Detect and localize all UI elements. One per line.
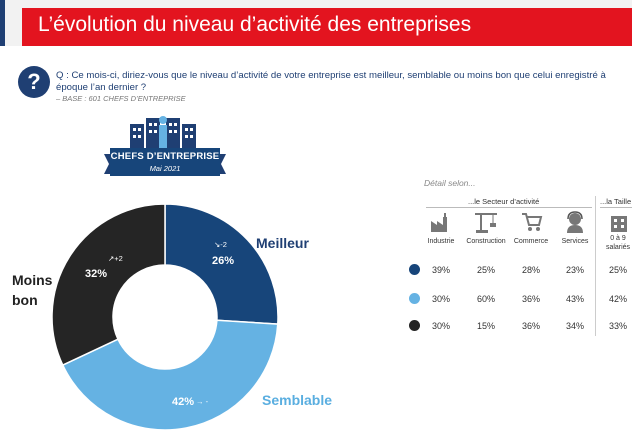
group-size-line	[600, 207, 632, 208]
row-dot-semblable	[409, 293, 420, 304]
label-semblable: Semblable	[262, 392, 333, 408]
column-services: Services	[561, 238, 589, 245]
evolution-moins-bon: ↗+2	[108, 254, 123, 263]
label-moins-bon-line1: Moins	[12, 272, 53, 288]
badge-label: CHEFS D’ENTREPRISE	[110, 151, 220, 162]
cell-moins-bon-commerce: 36%	[521, 321, 540, 331]
cell-moins-bon-services: 34%	[565, 321, 584, 331]
column-size: 0 à 9 salariés	[603, 234, 632, 252]
cell-moins-bon-construction: 15%	[476, 321, 495, 331]
cell-meilleur-construction: 25%	[476, 265, 495, 275]
group-size-label: ...la Taille	[600, 197, 632, 206]
evolution-meilleur-value: -2	[220, 240, 227, 249]
cell-meilleur-industrie: 39%	[431, 265, 450, 275]
small-company-icon	[611, 216, 627, 232]
header-accent	[0, 0, 5, 46]
label-moins-bon: Moins bon	[12, 270, 52, 310]
question-icon: ?	[18, 66, 50, 98]
detail-title: Détail selon...	[424, 178, 476, 188]
badge-date: Mai 2021	[149, 164, 181, 173]
evolution-semblable-value: -	[205, 397, 209, 406]
group-sector-line	[426, 207, 592, 208]
table-separator	[595, 196, 596, 336]
column-construction: Construction	[466, 238, 506, 245]
evolution-semblable: → -	[196, 397, 209, 406]
slice-meilleur	[164, 203, 279, 325]
slice-semblable	[61, 319, 279, 431]
business-people-icon	[130, 116, 196, 148]
group-sector-label: ...le Secteur d’activité	[468, 197, 540, 206]
cell-moins-bon-size: 33%	[608, 321, 627, 331]
row-dot-moins-bon	[409, 320, 420, 331]
page-title: L’évolution du niveau d’activité des ent…	[38, 13, 472, 36]
evolution-meilleur: ↘-2	[214, 240, 227, 249]
cell-meilleur-services: 23%	[565, 265, 584, 275]
evolution-moins-bon-value: +2	[114, 254, 123, 263]
title-bar	[22, 8, 632, 46]
cell-semblable-commerce: 36%	[521, 294, 540, 304]
column-size-line1: 0 à 9	[610, 235, 626, 242]
value-moins-bon: 32%	[85, 268, 108, 280]
construction-crane-icon	[475, 213, 497, 233]
badge-ribbon	[104, 148, 226, 176]
cell-semblable-size: 42%	[608, 294, 627, 304]
shopping-cart-icon	[522, 213, 543, 231]
cell-semblable-industrie: 30%	[431, 294, 450, 304]
value-meilleur: 26%	[212, 255, 235, 267]
question-line-1: Q : Ce mois-ci, diriez-vous que le nivea…	[56, 70, 606, 81]
cell-meilleur-commerce: 28%	[521, 265, 540, 275]
column-industrie: Industrie	[427, 238, 455, 245]
question-line-2: époque l’an dernier ?	[56, 82, 147, 93]
label-meilleur: Meilleur	[256, 235, 309, 251]
cell-semblable-services: 43%	[565, 294, 584, 304]
cell-semblable-construction: 60%	[476, 294, 495, 304]
row-dot-meilleur	[409, 264, 420, 275]
base-note: – BASE : 601 CHEFS D’ENTREPRISE	[56, 94, 186, 103]
label-moins-bon-line2: bon	[12, 292, 38, 308]
industry-icon	[431, 213, 447, 232]
services-headset-icon	[567, 211, 583, 233]
value-semblable: 42%	[172, 396, 195, 408]
question-text: Q : Ce mois-ci, diriez-vous que le nivea…	[56, 70, 632, 94]
slice-moins-bon	[51, 203, 166, 367]
cell-meilleur-size: 25%	[608, 265, 627, 275]
column-size-line2: salariés	[605, 244, 631, 251]
cell-moins-bon-industrie: 30%	[431, 321, 450, 331]
column-commerce: Commerce	[513, 238, 549, 245]
